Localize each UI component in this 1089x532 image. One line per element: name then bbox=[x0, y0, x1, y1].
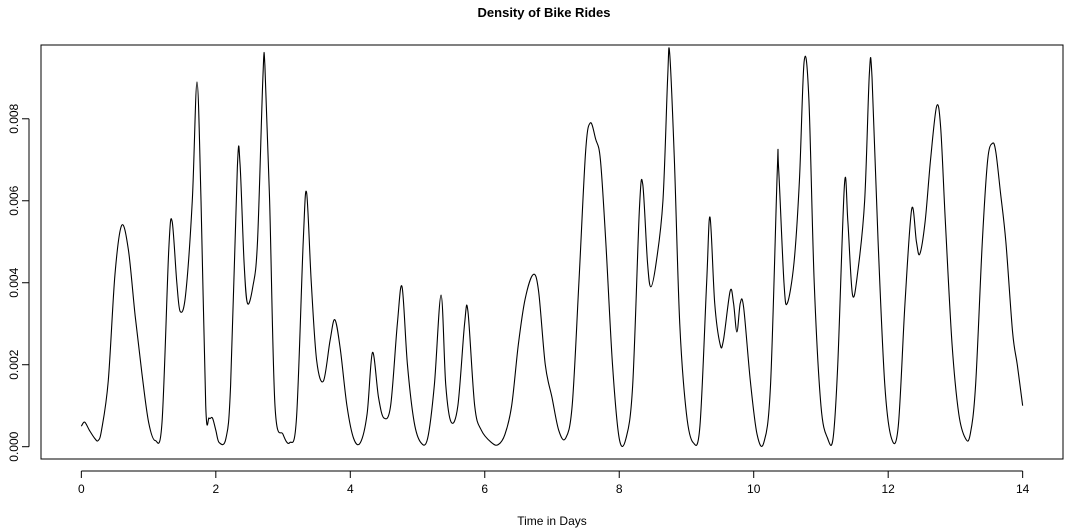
x-axis: 0 2 4 6 8 10 12 14 bbox=[78, 470, 1030, 496]
x-tick-label: 10 bbox=[747, 482, 761, 496]
x-tick-label: 4 bbox=[347, 482, 354, 496]
plot-frame bbox=[40, 44, 1064, 460]
chart-title: Density of Bike Rides bbox=[478, 5, 611, 20]
x-tick-label: 6 bbox=[481, 482, 488, 496]
x-tick-label: 14 bbox=[1016, 482, 1030, 496]
y-tick-label: 0.002 bbox=[7, 349, 21, 379]
y-tick-label: 0.008 bbox=[7, 103, 21, 133]
density-line bbox=[80, 47, 1024, 447]
x-axis-label: Time in Days bbox=[517, 514, 587, 528]
x-tick-label: 2 bbox=[212, 482, 219, 496]
y-tick-label: 0.004 bbox=[7, 267, 21, 297]
x-tick-label: 0 bbox=[78, 482, 85, 496]
y-axis: 0.000 0.002 0.004 0.006 0.008 bbox=[7, 103, 30, 462]
y-tick-label: 0.006 bbox=[7, 185, 21, 215]
x-tick-label: 8 bbox=[616, 482, 623, 496]
y-tick-label: 0.000 bbox=[7, 431, 21, 461]
x-tick-label: 12 bbox=[882, 482, 896, 496]
